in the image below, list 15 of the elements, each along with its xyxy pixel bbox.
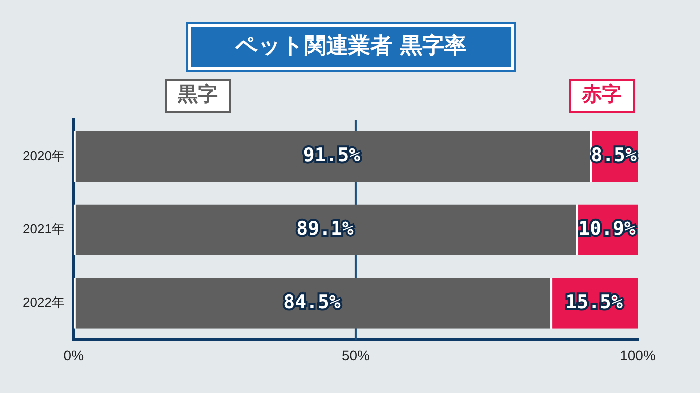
data-label: 8.5%: [591, 144, 638, 167]
data-label: 10.9%: [578, 218, 636, 240]
data-label: 91.5%: [303, 144, 362, 167]
x-tick-label: 0%: [64, 347, 84, 364]
series-label: 赤字: [581, 82, 622, 106]
data-label: 15.5%: [566, 291, 624, 314]
data-label: 84.5%: [284, 291, 342, 314]
x-tick-label: 100%: [620, 347, 656, 364]
data-label: 89.1%: [296, 218, 354, 240]
y-tick-label: 2020年: [23, 148, 65, 164]
y-tick-label: 2021年: [23, 222, 65, 237]
y-tick-label: 2022年: [23, 295, 65, 310]
chart-title: ペット関連業者 黒字率: [188, 24, 514, 70]
x-tick-label: 50%: [342, 347, 370, 364]
series-label: 黒字: [177, 82, 218, 106]
